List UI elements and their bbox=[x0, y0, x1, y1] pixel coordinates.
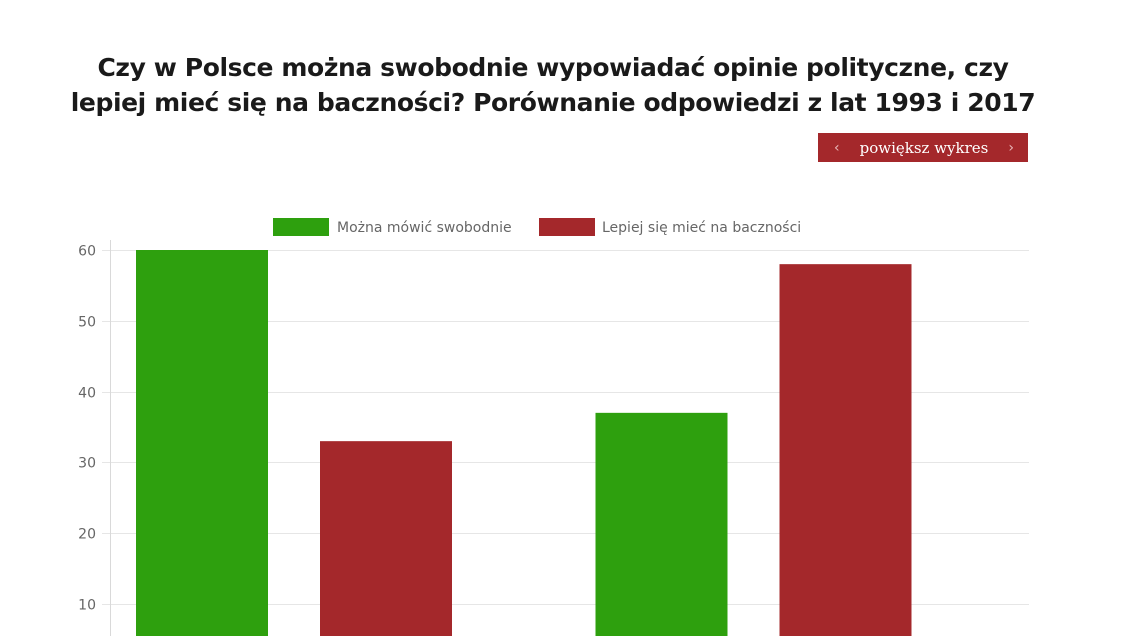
bar-swobodnie-2017 bbox=[595, 412, 728, 636]
y-tick-label: 30 bbox=[78, 456, 96, 472]
legend-label-swobodnie: Można mówić swobodnie bbox=[337, 220, 512, 236]
legend: Można mówić swobodnie Lepiej się mieć na … bbox=[273, 218, 801, 236]
zoom-chart-button[interactable]: ‹ powiększ wykres › bbox=[818, 133, 1028, 162]
chevron-right-icon: › bbox=[1008, 139, 1014, 156]
bar-bacznosc-1993 bbox=[320, 441, 452, 636]
bar-bacznosc-2017 bbox=[779, 264, 912, 636]
bar-swobodnie-1993 bbox=[136, 250, 268, 636]
chevron-left-icon: ‹ bbox=[834, 139, 840, 156]
legend-swatch-bacznosc bbox=[539, 218, 595, 236]
y-tick-label: 20 bbox=[78, 527, 96, 543]
chart-title-line-1: Czy w Polsce można swobodnie wypowiadać … bbox=[97, 53, 1009, 82]
zoom-chart-label: powiększ wykres bbox=[859, 138, 989, 157]
y-tick-label: 40 bbox=[78, 386, 96, 402]
axis-layer: 10 20 30 40 50 60 bbox=[78, 240, 111, 636]
y-tick-label: 60 bbox=[78, 244, 96, 260]
chart-title: Czy w Polsce można swobodnie wypowiadać … bbox=[0, 50, 1106, 120]
y-tick-label: 50 bbox=[78, 315, 96, 331]
y-tick-label: 10 bbox=[78, 598, 96, 614]
chart-title-line-2: lepiej mieć się na baczności? Porównanie… bbox=[70, 88, 1036, 117]
legend-swatch-swobodnie bbox=[273, 218, 329, 236]
legend-label-bacznosc: Lepiej się mieć na baczności bbox=[602, 220, 801, 236]
bars-layer bbox=[136, 250, 912, 636]
